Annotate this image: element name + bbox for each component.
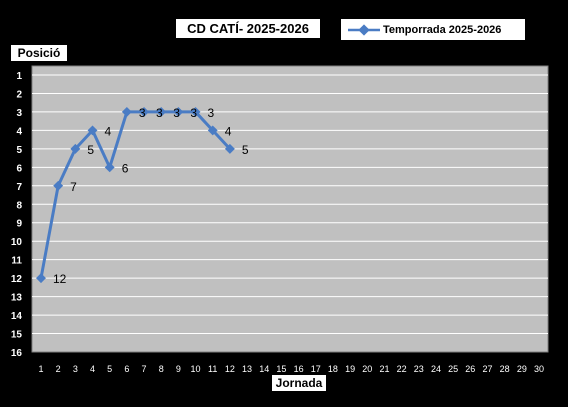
x-tick-label: 8 [159,364,164,374]
x-tick-label: 13 [242,364,252,374]
data-label: 4 [105,124,112,138]
x-tick-label: 10 [191,364,201,374]
legend: Temporrada 2025-2026 [340,18,526,41]
x-tick-label: 14 [259,364,269,374]
y-tick-label: 9 [16,219,22,230]
data-point [70,143,81,154]
y-tick-label: 16 [11,348,23,359]
x-tick-label: 5 [107,364,112,374]
y-tick-label: 12 [11,274,23,285]
data-point [224,143,235,154]
data-label: 7 [70,180,77,194]
x-tick-label: 18 [328,364,338,374]
x-tick-label: 30 [534,364,544,374]
x-tick-label: 12 [225,364,235,374]
chart-title: CD CATÍ- 2025-2026 [175,18,321,39]
x-tick-label: 27 [482,364,492,374]
y-tick-label: 11 [11,256,22,267]
x-tick-label: 11 [208,364,217,374]
data-label: 3 [208,106,215,120]
x-tick-label: 22 [397,364,407,374]
x-tick-label: 24 [431,364,441,374]
x-axis-label: Jornada [271,374,327,392]
y-tick-label: 4 [16,126,22,137]
x-tick-label: 19 [345,364,355,374]
y-tick-label: 5 [16,145,22,156]
y-tick-label: 7 [16,182,22,193]
legend-series-marker [348,24,380,36]
x-tick-label: 4 [90,364,95,374]
x-tick-label: 16 [294,364,304,374]
data-point [173,106,184,117]
data-label: 5 [242,143,249,157]
data-point [87,125,98,136]
data-label: 3 [173,106,180,120]
x-tick-label: 29 [517,364,527,374]
data-point [36,273,46,284]
x-tick-label: 26 [465,364,475,374]
y-tick-label: 2 [16,89,22,100]
data-label: 5 [87,143,94,157]
data-label: 3 [139,106,146,120]
y-tick-label: 10 [11,237,23,248]
x-tick-label: 23 [414,364,424,374]
data-point [207,125,218,136]
y-tick-label: 6 [16,163,22,174]
x-tick-label: 15 [276,364,286,374]
x-tick-label: 25 [448,364,458,374]
y-axis-label: Posició [10,44,68,62]
x-tick-label: 17 [311,364,321,374]
x-tick-label: 28 [500,364,510,374]
data-point [121,106,132,117]
x-tick-label: 1 [38,364,43,374]
y-tick-label: 8 [16,200,22,211]
x-tick-label: 21 [379,364,389,374]
data-point [104,162,115,173]
x-tick-label: 3 [73,364,78,374]
legend-series-label: Temporrada 2025-2026 [383,24,502,36]
x-tick-label: 6 [124,364,129,374]
y-tick-label: 1 [16,71,22,82]
plot-area [31,65,549,353]
x-tick-label: 7 [142,364,147,374]
data-point [53,180,64,191]
data-point [139,106,149,117]
data-point [156,106,167,117]
data-label: 6 [122,161,129,175]
data-point [190,106,201,117]
data-label: 12 [53,272,67,286]
y-tick-label: 14 [11,311,23,322]
y-tick-label: 15 [11,330,23,341]
x-tick-label: 9 [176,364,181,374]
data-label: 3 [190,106,197,120]
y-tick-label: 13 [11,293,23,304]
data-label: 3 [156,106,163,120]
series-line [39,110,231,279]
y-tick-label: 3 [16,108,22,119]
x-tick-label: 20 [362,364,372,374]
x-tick-label: 2 [56,364,61,374]
data-label: 4 [225,124,232,138]
